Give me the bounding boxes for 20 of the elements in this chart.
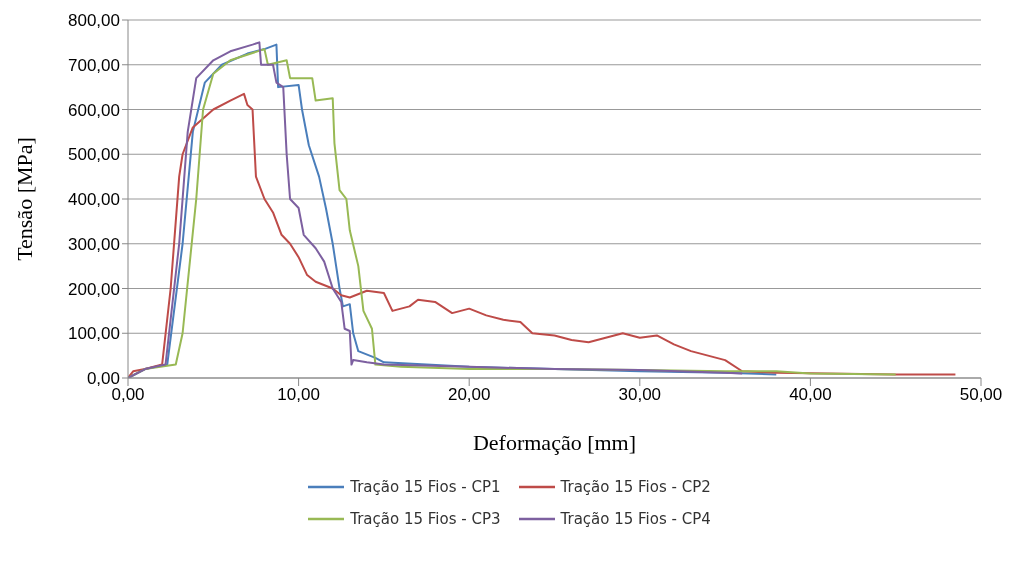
x-tick-label: 10,00: [277, 385, 320, 405]
y-tick-label: 200,00: [68, 279, 120, 299]
legend-label: Tração 15 Fios - CP4: [560, 510, 711, 528]
line-series: [128, 92, 957, 378]
legend-label: Tração 15 Fios - CP3: [350, 510, 501, 528]
y-tick-label: 100,00: [68, 324, 120, 344]
y-tick-label: 500,00: [68, 145, 120, 165]
x-axis-title: Deformação [mm]: [472, 430, 637, 455]
x-tick-label: 30,00: [618, 385, 662, 405]
y-tick-label: 400,00: [68, 190, 120, 210]
y-tick-label: 700,00: [68, 55, 120, 75]
x-tick-label: 50,00: [959, 385, 1003, 405]
legend-label: Tração 15 Fios - CP1: [350, 478, 501, 496]
y-tick-label: 800,00: [68, 11, 120, 31]
y-axis-title: Tensão [MPa]: [11, 137, 37, 261]
x-tick-label: 20,00: [447, 385, 491, 405]
y-tick-label: 300,00: [68, 234, 120, 254]
legend-label: Tração 15 Fios - CP2: [560, 478, 711, 496]
y-tick-label: 600,00: [68, 100, 120, 120]
x-tick-label: 40,00: [789, 385, 832, 405]
